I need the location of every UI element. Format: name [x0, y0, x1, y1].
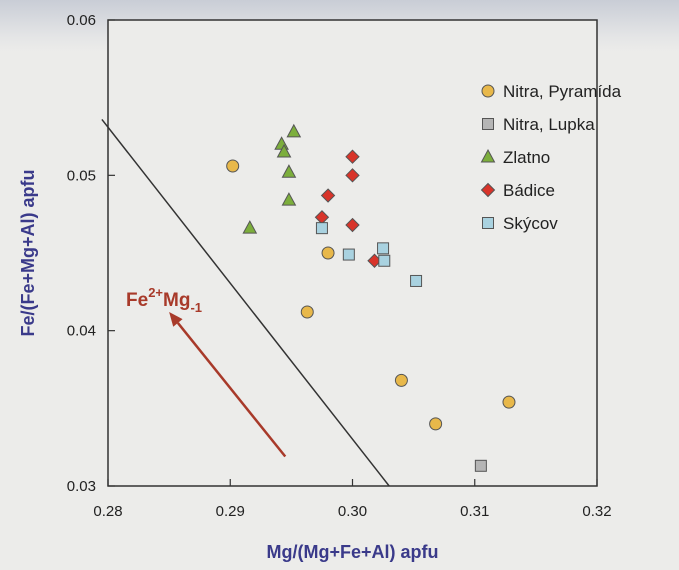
legend-marker: [480, 148, 496, 163]
data-point: [315, 222, 328, 235]
x-tick-label: 0.31: [460, 503, 489, 520]
y-axis-ticks: 0.03 0.04 0.05 0.06: [67, 12, 115, 495]
data-point: [281, 164, 297, 178]
data-points: [226, 123, 516, 472]
data-point: [320, 188, 336, 203]
y-axis-title: Fe/(Fe+Mg+Al) apfu: [18, 169, 38, 336]
data-point: [474, 459, 487, 472]
data-point: [286, 123, 302, 138]
data-point: [226, 159, 240, 173]
exchange-vector-label: Fe2+Mg-1: [126, 285, 202, 315]
fe-mg-exchange-arrow: [176, 322, 287, 458]
data-point: [281, 192, 297, 206]
legend-marker: [481, 84, 495, 98]
data-point: [345, 149, 360, 164]
x-axis-ticks: 0.28 0.29 0.30 0.31 0.32: [93, 479, 612, 520]
data-point: [321, 246, 335, 260]
data-point: [342, 248, 355, 261]
x-tick-label: 0.29: [216, 503, 245, 520]
legend-label: Bádice: [503, 181, 555, 200]
legend: Nitra, Pyramída Nitra, Lupka Zlatno Bádice S…: [466, 72, 622, 238]
x-axis-title: Mg/(Mg+Fe+Al) apfu: [267, 542, 439, 562]
legend-label: Nitra, Lupka: [503, 115, 595, 134]
data-point: [345, 217, 360, 233]
data-point: [242, 220, 258, 234]
legend-marker: [480, 182, 496, 198]
legend-label: Nitra, Pyramída: [503, 82, 622, 101]
x-tick-label: 0.28: [93, 503, 122, 520]
data-point: [502, 395, 516, 409]
y-tick-label: 0.05: [67, 167, 96, 184]
legend-marker: [482, 118, 494, 130]
data-point: [300, 305, 314, 319]
x-tick-label: 0.32: [582, 503, 611, 520]
data-point: [378, 254, 391, 267]
y-tick-label: 0.06: [67, 12, 96, 29]
y-tick-label: 0.04: [67, 323, 96, 340]
y-tick-label: 0.03: [67, 478, 96, 495]
arrow-head-icon: [169, 312, 183, 327]
data-point: [394, 373, 408, 387]
reference-line: [101, 118, 390, 487]
data-point: [276, 143, 292, 158]
legend-label: Zlatno: [503, 148, 550, 167]
data-point: [345, 168, 360, 183]
data-point: [377, 242, 390, 255]
data-point: [410, 274, 423, 287]
legend-label: Skýcov: [503, 214, 558, 233]
x-tick-label: 0.30: [338, 503, 367, 520]
data-point: [429, 417, 443, 431]
legend-marker: [482, 217, 494, 229]
